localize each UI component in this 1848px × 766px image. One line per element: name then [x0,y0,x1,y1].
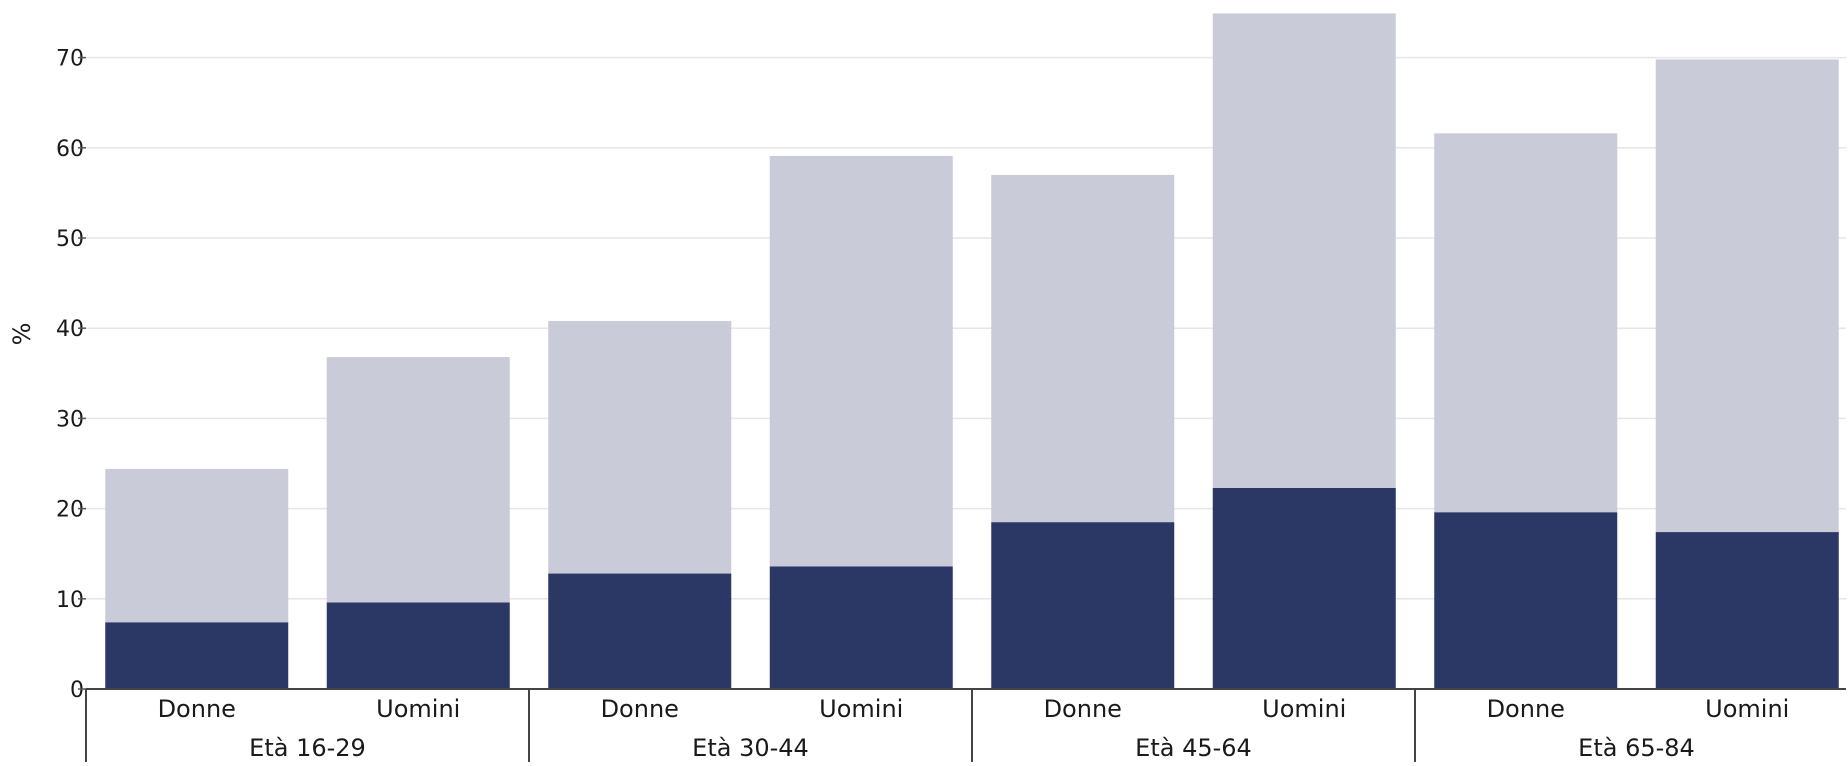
x-group-label: Età 65-84 [1578,734,1695,762]
bar-segment-lower [326,602,510,689]
y-tick-label: 60 [56,137,84,162]
y-tick-label: 20 [56,498,84,523]
bar-segment-lower [1434,512,1618,689]
x-category-label: Donne [601,695,679,723]
x-category-label: Donne [1044,695,1122,723]
bar-segment-upper [105,468,289,623]
y-tick-label: 50 [56,227,84,252]
bar-segment-upper [991,174,1175,523]
x-category-label: Uomini [376,695,460,723]
y-tick-label: 70 [56,47,84,72]
bars [105,13,1839,689]
x-category-label: Uomini [1262,695,1346,723]
bar-segment-upper [548,320,732,574]
x-group-label: Età 45-64 [1135,734,1252,762]
x-category-label: Uomini [819,695,903,723]
bar-segment-lower [548,573,732,689]
bar-segment-upper [1434,133,1618,513]
axes: 0 10 20 30 40 50 60 70 Donne Uomini Donne Uomini Don… [56,47,1846,762]
y-tick-label: 40 [56,317,84,342]
bar-segment-upper [1655,59,1839,533]
bar-segment-upper [326,357,510,603]
bar-segment-upper [769,155,953,567]
bar-segment-upper [1212,13,1396,488]
y-axis-title: % [8,323,36,346]
bar-segment-lower [991,522,1175,689]
y-tick-label: 10 [56,588,84,613]
x-category-label: Donne [1487,695,1565,723]
x-group-label: Età 16-29 [249,734,366,762]
x-category-label: Donne [158,695,236,723]
y-tick-label: 0 [70,678,84,703]
x-category-label: Uomini [1705,695,1789,723]
bar-segment-lower [105,622,289,689]
y-tick-label: 30 [56,407,84,432]
bar-segment-lower [769,566,953,689]
bar-segment-lower [1655,532,1839,689]
bar-segment-lower [1212,487,1396,689]
x-group-label: Età 30-44 [692,734,809,762]
